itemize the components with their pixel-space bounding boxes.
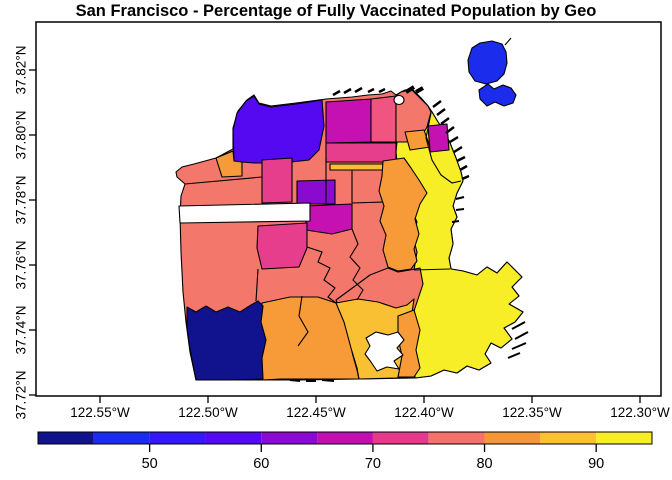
region-treasure-island bbox=[467, 40, 508, 85]
region-presidio bbox=[232, 95, 325, 164]
x-tick-label: 122.45°W bbox=[286, 405, 346, 420]
pier-mark bbox=[455, 196, 465, 200]
border-richmond-split bbox=[184, 176, 263, 185]
colorbar-tick-label: 50 bbox=[142, 456, 158, 472]
pier-mark bbox=[514, 331, 529, 340]
region-north-beach bbox=[395, 89, 432, 143]
colorbar-segment bbox=[372, 432, 429, 444]
pier-mark bbox=[449, 135, 459, 144]
pier-mark bbox=[354, 86, 363, 94]
colorbar-segment bbox=[261, 432, 318, 444]
border-bayview-split bbox=[413, 268, 451, 271]
pier-mark bbox=[511, 342, 527, 350]
colorbar-segment bbox=[317, 432, 373, 444]
colorbar-segment bbox=[93, 432, 150, 444]
pier-mark bbox=[404, 85, 416, 94]
colorbar-segment bbox=[38, 432, 94, 444]
pier-mark bbox=[461, 174, 470, 181]
x-axis: 122.55°W 122.50°W 122.45°W 122.40°W 122.35°W… bbox=[70, 396, 670, 420]
region-yerba-buena-island bbox=[478, 83, 517, 107]
pier-mark bbox=[451, 220, 460, 223]
region-japantown bbox=[296, 179, 336, 205]
pier-mark bbox=[440, 117, 450, 125]
region-visitacion bbox=[397, 309, 421, 378]
colorbar-segment bbox=[540, 432, 597, 444]
region-soma-band bbox=[378, 157, 428, 272]
pier-mark bbox=[456, 155, 466, 163]
region-nob-hill bbox=[427, 123, 450, 153]
y-axis: 37.82°N 37.80°N 37.78°N 37.76°N 37.74°N 37.72… bbox=[14, 46, 36, 420]
colorbar-tick-label: 70 bbox=[365, 456, 381, 472]
border-twin-peaks-2 bbox=[349, 228, 364, 301]
pier-mark bbox=[436, 108, 446, 116]
border-duboce-border bbox=[351, 201, 384, 204]
chart-title: San Francisco - Percentage of Fully Vacc… bbox=[75, 2, 597, 20]
border-downtown-border bbox=[425, 112, 462, 184]
region-borders bbox=[184, 37, 512, 347]
colorbar-tick-label: 80 bbox=[476, 456, 492, 472]
border-sunset-split bbox=[255, 268, 259, 302]
y-tick-label: 37.80°N bbox=[14, 111, 29, 160]
pier-mark bbox=[367, 87, 375, 94]
colorbar-tick-label: 60 bbox=[253, 456, 269, 472]
border-glen-border bbox=[297, 295, 309, 347]
pier-mark bbox=[289, 379, 301, 382]
region-inner-sunset bbox=[256, 222, 308, 270]
pier-mark bbox=[432, 100, 442, 108]
pier-mark bbox=[378, 87, 386, 94]
pier-mark bbox=[445, 126, 455, 134]
y-tick-label: 37.82°N bbox=[14, 46, 29, 95]
region-marina bbox=[325, 98, 372, 144]
colorbar-segment bbox=[484, 432, 541, 444]
pier-mark bbox=[321, 379, 335, 382]
pier-mark bbox=[507, 352, 521, 359]
region-lakeshore bbox=[186, 300, 267, 381]
pier-mark bbox=[453, 145, 463, 154]
region-golden-gate-park bbox=[178, 202, 311, 224]
y-tick-label: 37.78°N bbox=[14, 176, 29, 225]
colorbar-tick-label: 90 bbox=[588, 456, 604, 472]
colorbar-border bbox=[37, 431, 653, 445]
x-tick-label: 122.40°W bbox=[394, 405, 454, 420]
region-panhandle-strip bbox=[329, 163, 384, 171]
pier-mark bbox=[459, 164, 468, 172]
colorbar: 50 60 70 80 90 bbox=[37, 431, 653, 472]
x-tick-label: 122.50°W bbox=[178, 405, 238, 420]
border-island-spur bbox=[504, 37, 512, 46]
pier-marks bbox=[289, 85, 529, 382]
region-chinatown bbox=[404, 129, 431, 151]
y-tick-label: 37.76°N bbox=[14, 241, 29, 290]
colorbar-segment bbox=[205, 432, 262, 444]
region-pacific-heights bbox=[325, 142, 397, 163]
y-tick-label: 37.72°N bbox=[14, 371, 29, 420]
region-aquatic-park bbox=[393, 94, 405, 106]
region-russian-hill bbox=[370, 95, 397, 143]
region-castro bbox=[305, 203, 353, 235]
x-tick-label: 122.30°W bbox=[610, 405, 670, 420]
pier-mark bbox=[415, 86, 424, 94]
x-tick-label: 122.55°W bbox=[70, 405, 130, 420]
colorbar-segment bbox=[596, 432, 652, 444]
pier-mark bbox=[343, 87, 352, 95]
region-seacliff-wedge bbox=[215, 150, 243, 178]
pier-mark bbox=[455, 208, 465, 211]
pier-mark bbox=[332, 89, 341, 97]
border-twin-peaks-1 bbox=[306, 246, 337, 304]
x-tick-label: 122.35°W bbox=[502, 405, 562, 420]
region-inner-richmond bbox=[261, 157, 293, 204]
colorbar-segment bbox=[428, 432, 485, 444]
colorbar-segment bbox=[149, 432, 206, 444]
y-tick-label: 37.74°N bbox=[14, 306, 29, 355]
region-mclaren-park bbox=[364, 331, 405, 372]
pier-mark bbox=[511, 321, 526, 330]
